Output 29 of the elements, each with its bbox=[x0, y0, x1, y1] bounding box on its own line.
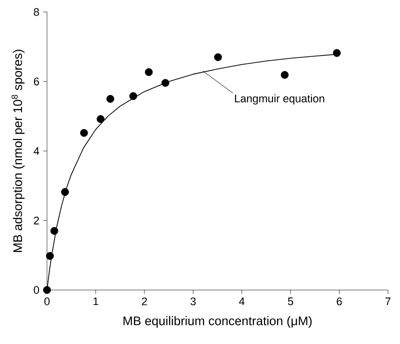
point bbox=[106, 94, 114, 103]
point bbox=[129, 92, 138, 100]
x-tick-label: 7 bbox=[386, 298, 391, 306]
y-tick-label: 2 bbox=[34, 216, 39, 224]
y-tick-label: 0 bbox=[34, 286, 40, 294]
x-tick-label: 1 bbox=[93, 298, 98, 306]
x-tick-label: 2 bbox=[142, 298, 147, 306]
y-axis-title: MB adsorption (nmol per 10$^{8}$ spores) bbox=[12, 50, 25, 252]
point bbox=[144, 68, 153, 76]
point bbox=[61, 188, 69, 196]
point bbox=[161, 78, 170, 87]
point bbox=[50, 227, 58, 235]
x-tick-label: 4 bbox=[239, 298, 245, 306]
point bbox=[96, 115, 104, 123]
y-tick-label: 4 bbox=[34, 147, 40, 155]
point bbox=[214, 53, 222, 62]
y-tick-label: 8 bbox=[34, 8, 39, 16]
x-axis-title: MB equilibrium concentration (μM) bbox=[124, 316, 312, 328]
x-tick-label: 5 bbox=[288, 298, 294, 306]
point bbox=[80, 129, 88, 137]
point bbox=[46, 252, 54, 260]
point bbox=[43, 286, 51, 294]
x-tick-label: 3 bbox=[190, 298, 196, 306]
x-tick-label: 6 bbox=[336, 298, 342, 306]
annotation: Langmuir equation bbox=[235, 94, 324, 105]
y-tick-label: 6 bbox=[34, 78, 39, 86]
x-tick-label: 0 bbox=[44, 298, 50, 306]
point bbox=[280, 70, 289, 79]
point bbox=[332, 49, 341, 57]
